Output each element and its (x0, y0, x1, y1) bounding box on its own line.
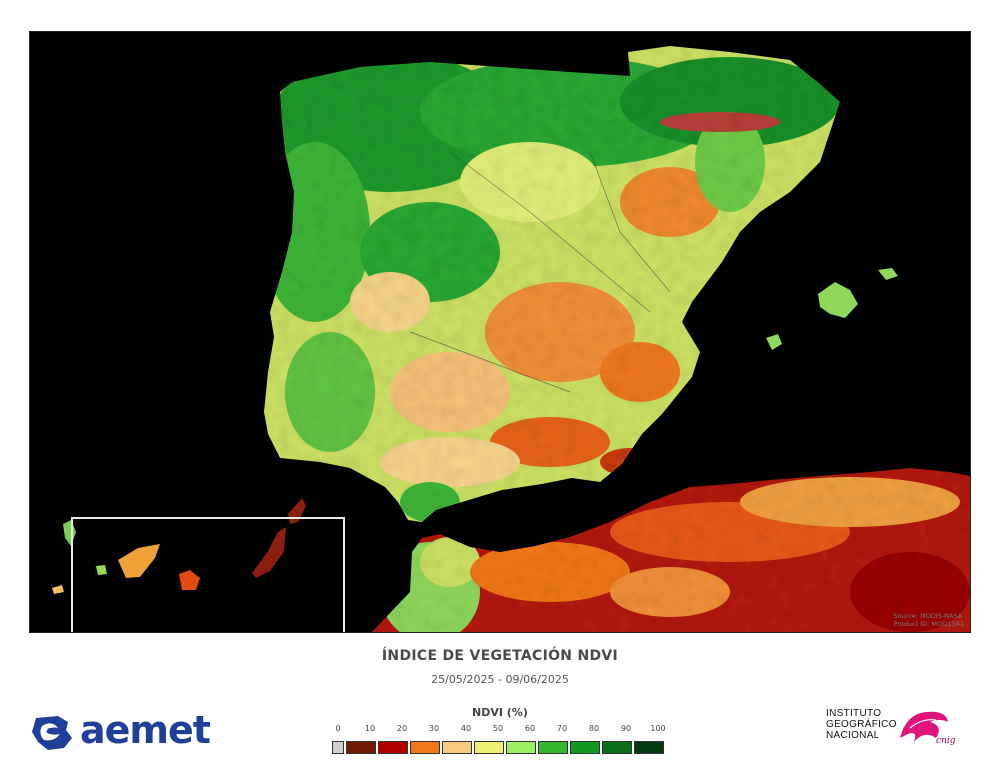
legend-tick-label: 30 (428, 724, 440, 733)
credit-product: Product ID: MOD13A1 (893, 620, 964, 628)
legend-tick-label: 90 (620, 724, 632, 733)
island-fuerteventura (252, 527, 286, 578)
legend-tick-label: 50 (492, 724, 504, 733)
legend-tick-label: 100 (650, 724, 666, 733)
legend-swatch (506, 741, 536, 754)
legend-swatch (410, 741, 440, 754)
island-la-gomera (96, 565, 107, 575)
island-tenerife (118, 544, 160, 578)
map-title: ÍNDICE DE VEGETACIÓN NDVI (381, 648, 619, 664)
map-credits: Source: MODIS-NASA Product ID: MOD13A1 (893, 612, 964, 628)
island-el-hierro (52, 585, 64, 594)
legend-tick-label: 70 (556, 724, 568, 733)
credit-source: Source: MODIS-NASA (893, 612, 963, 620)
iberian-peninsula (264, 46, 840, 522)
legend-tick-label: 20 (396, 724, 408, 733)
aemet-wordmark: aemet (80, 708, 211, 752)
legend-tick-label: 80 (588, 724, 600, 733)
legend-swatch (538, 741, 568, 754)
balearic-islands (766, 268, 898, 350)
legend-swatch (442, 741, 472, 754)
legend-tick-label: 40 (460, 724, 472, 733)
ndvi-map: Source: MODIS-NASA Product ID: MOD13A1 (30, 32, 970, 632)
legend-tick-label: 60 (524, 724, 536, 733)
legend-swatch (332, 741, 344, 754)
ign-line-2: GEOGRÁFICO (826, 719, 897, 730)
cnig-wordmark: cnig (936, 736, 956, 746)
map-date-range: 25/05/2025 - 09/06/2025 (431, 673, 569, 686)
canary-inset-frame (71, 517, 345, 632)
legend-swatch (346, 741, 376, 754)
ign-line-1: INSTITUTO (826, 708, 882, 719)
legend-swatch (634, 741, 664, 754)
ign-logo: INSTITUTO GEOGRÁFICO NACIONAL cnig (826, 708, 976, 758)
legend-swatch (378, 741, 408, 754)
ign-line-3: NACIONAL (826, 730, 880, 741)
ndvi-legend: 0 10 20 30 40 50 60 70 80 90 100 (330, 724, 670, 764)
aemet-logo: aemet (28, 708, 228, 754)
legend-swatch (474, 741, 504, 754)
legend-swatch (570, 741, 600, 754)
legend-title: NDVI (%) (472, 706, 528, 719)
legend-swatch (602, 741, 632, 754)
legend-tick-label: 10 (364, 724, 376, 733)
legend-tick-label: 0 (335, 724, 341, 733)
ign-brush-icon (900, 711, 948, 742)
map-canvas (30, 46, 970, 632)
aemet-swirl-icon (32, 716, 72, 750)
island-gran-canaria (179, 570, 200, 590)
